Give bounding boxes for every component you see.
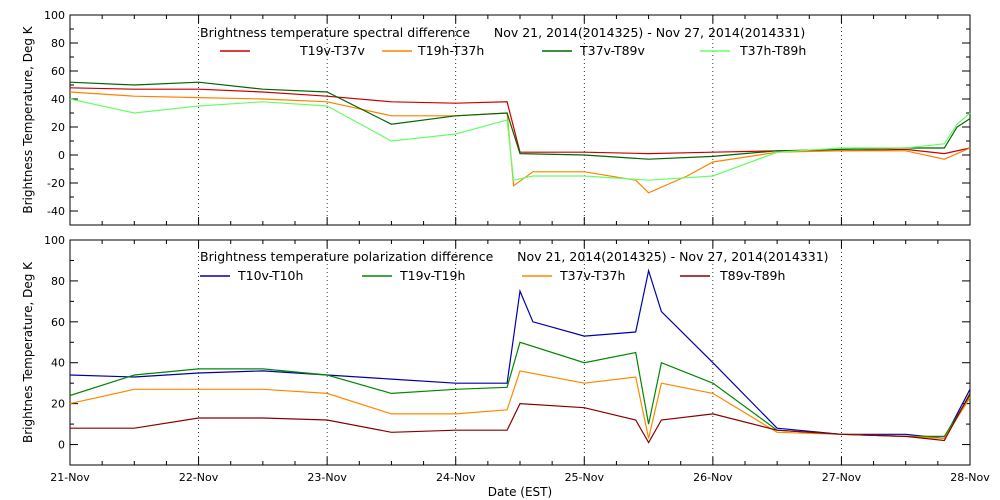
- series-line-t37v-t89v: [69, 81, 971, 160]
- y-tick-label: 100: [44, 9, 65, 22]
- x-tick-label: 21-Nov: [50, 471, 90, 484]
- x-tick-label: 25-Nov: [565, 471, 605, 484]
- y-tick-label: 80: [51, 37, 65, 50]
- x-tick-label: 24-Nov: [436, 471, 476, 484]
- legend-label: T10v-T10h: [237, 268, 303, 283]
- x-tick-label: 22-Nov: [179, 471, 219, 484]
- y-tick-label: 20: [51, 121, 65, 134]
- x-axis-title: Date (EST): [488, 485, 552, 499]
- y-tick-label: 0: [58, 439, 65, 452]
- spectral-difference-panel: -40 -20 0 20 40 60 80 100 Brightness Temperature…: [21, 9, 971, 226]
- series-line-t89v-t89h: [70, 393, 971, 444]
- y-tick-label: 80: [51, 275, 65, 288]
- y-tick-label: 60: [51, 65, 65, 78]
- legend-label: T19v-T37v: [299, 43, 366, 58]
- plot-frame: [69, 239, 971, 466]
- x-tick-label: 26-Nov: [693, 471, 733, 484]
- y-tick-label: 100: [44, 234, 65, 247]
- x-tick-label: 27-Nov: [822, 471, 862, 484]
- y-tick-label: 60: [51, 316, 65, 329]
- series-line-t19h-t37h: [69, 91, 971, 194]
- legend-label: T37v-T37h: [559, 268, 625, 283]
- y-tick-label: 0: [58, 149, 65, 162]
- y-axis-title: Brightnes Temperature, Deg K: [21, 261, 35, 443]
- legend-label: T19h-T37h: [417, 43, 484, 58]
- x-tick-label: 23-Nov: [307, 471, 347, 484]
- y-tick-label: -20: [47, 177, 65, 190]
- plot-frame: [69, 14, 971, 226]
- y-axis-title: Brightness Temperature, Deg K: [21, 25, 35, 213]
- panel-title: Brightness temperature spectral differen…: [200, 25, 805, 40]
- legend-label: T19v-T19h: [399, 268, 465, 283]
- y-tick-label: 20: [51, 398, 65, 411]
- y-tick-label: -40: [47, 205, 65, 218]
- polarization-difference-panel: 0 20 40 60 80 100 21-Nov 22-Nov 23-Nov 24-Nov 25-N…: [21, 234, 990, 484]
- series-line-t10v-t10h: [69, 268, 971, 440]
- legend-label: T37v-T89v: [579, 43, 646, 58]
- legend-label: T37h-T89h: [739, 43, 806, 58]
- y-tick-label: 40: [51, 357, 65, 370]
- y-tick-label: 40: [51, 93, 65, 106]
- series-line-t37h-t89h: [69, 98, 971, 181]
- panel-title: Brightness temperature polarization diff…: [200, 249, 829, 264]
- legend-label: T89v-T89h: [719, 268, 785, 283]
- x-tick-label: 28-Nov: [950, 471, 990, 484]
